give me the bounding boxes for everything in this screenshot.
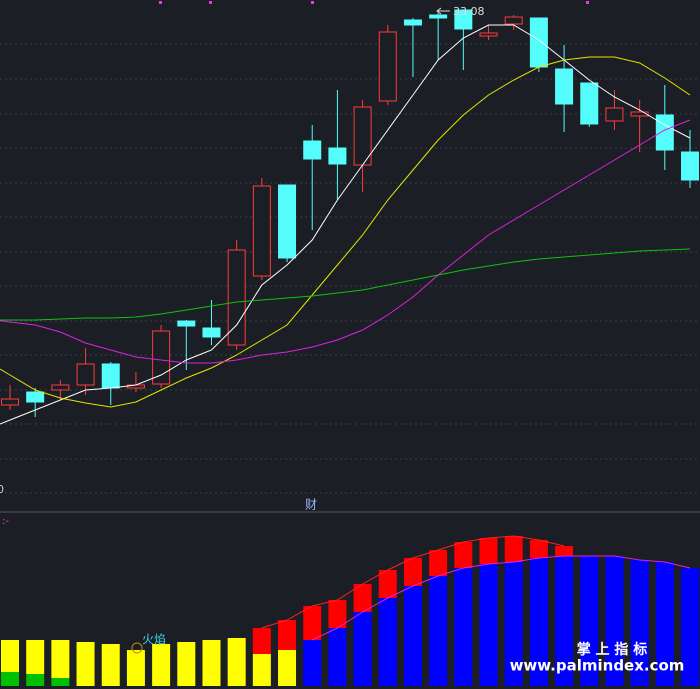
indicator-bar (529, 558, 548, 686)
indicator-bar (1, 640, 19, 672)
indicator-bar (278, 620, 297, 650)
indicator-bar (429, 550, 448, 576)
indicator-bar (454, 568, 473, 686)
candle-body (202, 327, 221, 338)
indicator-bar (278, 650, 297, 686)
indicator-bar (655, 562, 674, 686)
indicator-bar (51, 640, 70, 678)
indicator-bar (454, 542, 473, 568)
candle-body (101, 363, 120, 389)
indicator-bar (1, 672, 19, 686)
indicator-bar (26, 640, 45, 674)
indicator-bar (504, 562, 523, 686)
candle-body (328, 147, 347, 165)
indicator-bar (681, 568, 699, 686)
high-arrow (436, 7, 450, 15)
candle-body (479, 32, 498, 37)
high-label: 33.08 (453, 5, 485, 18)
candle-body (429, 14, 448, 19)
candle-body (605, 107, 624, 122)
indicator-bar (51, 678, 70, 686)
candle-body (26, 391, 45, 403)
indicator-bar (378, 598, 397, 686)
candle-body (227, 249, 246, 346)
indicator-label: 火焰 (142, 632, 166, 647)
indicator-bar (353, 612, 372, 686)
candle-body (580, 82, 599, 125)
indicator-bar (504, 536, 523, 562)
candle-body (403, 19, 422, 26)
moving-average (0, 119, 691, 364)
moving-average (0, 248, 691, 321)
indicator-bar (429, 576, 448, 686)
indicator-bar (580, 556, 599, 686)
top-markers (159, 1, 589, 4)
indicator-line (261, 535, 565, 629)
indicator-bar (479, 538, 498, 564)
center-label: 财 (305, 498, 317, 512)
indicator-bar (479, 564, 498, 686)
candle-body (504, 16, 523, 25)
watermark-title: 掌 上 指 标 (577, 641, 648, 658)
watermark-url: www.palmindex.com (510, 657, 685, 675)
candle-body (529, 17, 548, 68)
indicator-bar (328, 628, 347, 686)
indicator-bar (403, 558, 422, 586)
candle-body (76, 363, 95, 386)
indicator-bar (605, 556, 624, 686)
candle-body (454, 9, 473, 30)
candle-body (303, 140, 322, 160)
moving-average (0, 24, 691, 425)
indicator-bar (26, 674, 45, 686)
indicator-bar (101, 644, 120, 686)
indicator-bar (177, 642, 196, 686)
candle-body (177, 320, 196, 327)
candle-body (655, 114, 674, 151)
indicator-bar (630, 560, 649, 686)
candle-body (278, 184, 297, 259)
indicator-bar (126, 650, 145, 686)
indicator-bar (303, 606, 322, 640)
indicator-bar (529, 540, 548, 558)
candle-body (1, 398, 19, 406)
indicator-bar (403, 586, 422, 686)
edge-label: 0 (0, 483, 4, 496)
indicator-bar (252, 628, 271, 654)
candle-body (630, 111, 649, 117)
indicator-bar (303, 640, 322, 686)
indicator-bar (555, 546, 574, 556)
candle-body (51, 384, 70, 391)
label-marker (131, 642, 143, 654)
indicator-bar (152, 644, 171, 686)
indicator-bar (328, 600, 347, 628)
indicator-bar (252, 654, 271, 686)
indicator-tag: :- (2, 516, 9, 527)
candle-body (681, 151, 699, 181)
candle-body (252, 185, 271, 277)
indicator-bar (378, 570, 397, 598)
indicator-bar (76, 642, 95, 686)
indicator-bar (202, 640, 221, 686)
indicator-bar (227, 638, 246, 686)
candle-body (378, 31, 397, 102)
candle-body (152, 330, 171, 385)
marks (0, 9, 699, 686)
indicator-bar (353, 584, 372, 612)
moving-average (0, 56, 691, 408)
candle-body (555, 68, 574, 105)
indicator-line (312, 555, 691, 641)
indicator-bar (555, 556, 574, 686)
